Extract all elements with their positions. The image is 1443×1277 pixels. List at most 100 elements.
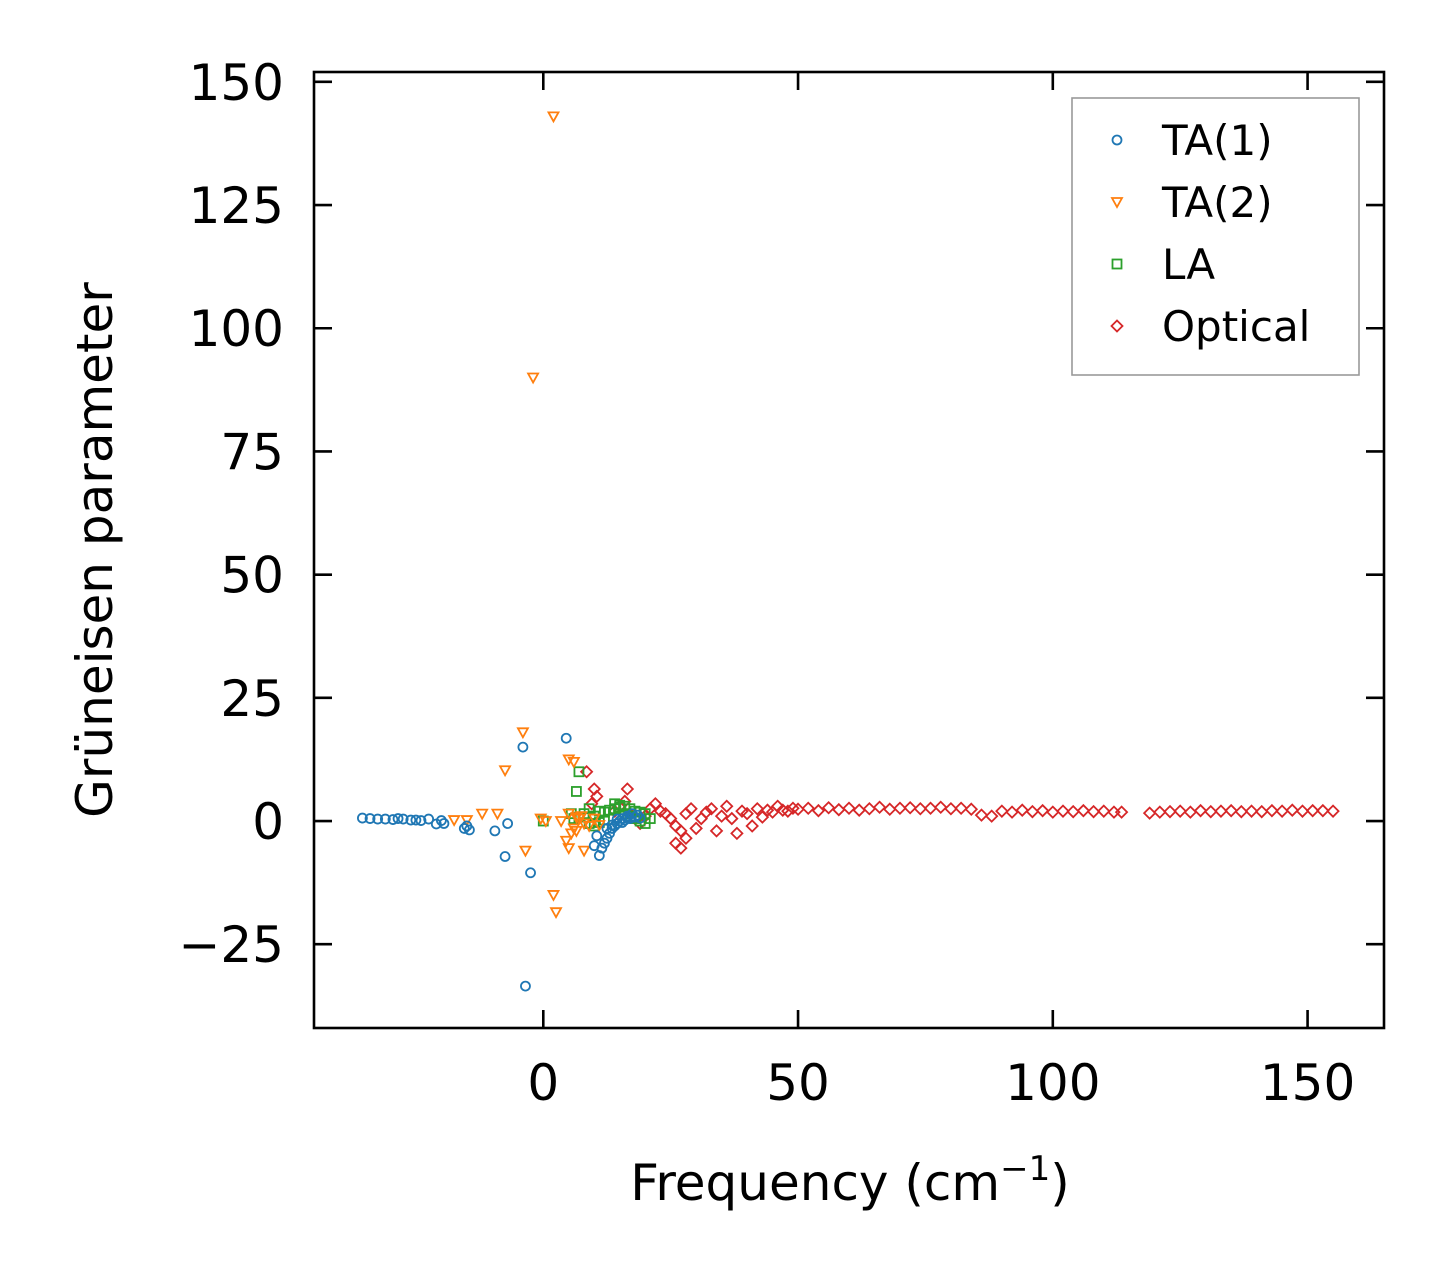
data-point	[526, 372, 540, 385]
legend-label: LA	[1162, 240, 1215, 289]
data-point	[410, 814, 422, 826]
data-point	[730, 826, 744, 841]
data-point	[801, 801, 816, 815]
data-point	[546, 111, 561, 124]
data-point	[614, 799, 626, 811]
data-point	[584, 797, 599, 811]
data-point	[862, 801, 877, 816]
data-point	[392, 813, 404, 824]
data-point	[1224, 803, 1238, 818]
data-point	[852, 803, 866, 817]
data-point	[591, 830, 603, 842]
data-point	[592, 820, 606, 832]
y-tick-labels: −25 0 25 50 75 100 125 150	[178, 54, 284, 974]
data-point	[577, 818, 591, 831]
data-series	[357, 111, 1340, 992]
data-point	[546, 890, 561, 902]
data-point	[569, 825, 583, 838]
legend-marker	[1111, 258, 1123, 270]
data-point	[740, 806, 754, 821]
legend-item: LA	[1111, 240, 1215, 289]
data-point	[525, 867, 536, 879]
data-point	[1285, 803, 1300, 817]
data-point	[1096, 804, 1111, 818]
y-axis-label: Grüneisen parameter	[66, 282, 124, 818]
y-tick-label: 25	[220, 670, 284, 728]
data-point	[567, 756, 581, 769]
x-tick-labels: 0 50 100 150	[527, 1054, 1355, 1112]
series-ta-2	[447, 111, 606, 920]
axis-ticks	[314, 72, 1384, 1028]
data-point	[621, 812, 633, 824]
data-point	[995, 804, 1009, 818]
y-tick-label: 75	[220, 423, 284, 481]
data-point	[574, 811, 589, 823]
data-point	[745, 819, 759, 833]
data-point	[684, 801, 698, 816]
data-point	[1295, 804, 1310, 818]
data-point	[577, 845, 591, 858]
data-point	[1275, 804, 1289, 818]
y-tick-label: 50	[220, 547, 284, 605]
data-point	[405, 814, 417, 826]
legend-item: TA(2)	[1110, 178, 1273, 227]
data-point	[460, 815, 474, 827]
data-point	[1025, 804, 1040, 819]
data-point	[1142, 806, 1157, 820]
y-tick-label: 100	[189, 300, 284, 358]
data-point	[423, 813, 435, 825]
data-point	[1234, 804, 1249, 819]
data-point	[923, 801, 938, 815]
data-point	[1056, 804, 1070, 818]
data-point	[490, 808, 504, 821]
data-point	[1015, 803, 1030, 817]
data-point	[464, 824, 475, 836]
data-point	[517, 741, 529, 753]
data-point	[750, 801, 765, 816]
data-point	[539, 816, 553, 828]
data-point	[357, 812, 368, 824]
data-point	[1173, 804, 1187, 818]
y-tick-label: −25	[178, 916, 284, 974]
data-point	[435, 815, 447, 826]
data-point	[1086, 804, 1101, 819]
data-point	[1244, 804, 1259, 818]
data-point	[725, 811, 739, 826]
data-point	[387, 814, 399, 825]
legend-label: Optical	[1162, 302, 1310, 351]
data-point	[954, 801, 968, 815]
data-point	[567, 823, 581, 836]
x-tick-label: 100	[1005, 1054, 1100, 1112]
data-point	[534, 813, 548, 826]
data-point	[1316, 803, 1330, 818]
x-tick-label: 150	[1260, 1054, 1355, 1112]
data-point	[559, 835, 573, 848]
legend-marker	[1110, 319, 1124, 333]
data-point	[974, 808, 989, 822]
data-point	[933, 800, 948, 815]
data-point	[620, 782, 635, 796]
data-point	[679, 831, 693, 846]
data-point	[379, 813, 391, 825]
data-point	[590, 789, 604, 804]
x-tick-label: 50	[766, 1054, 830, 1112]
data-point	[893, 801, 907, 815]
data-point	[1114, 805, 1129, 819]
data-point	[1035, 803, 1050, 818]
data-point	[699, 805, 714, 819]
data-point	[629, 811, 641, 823]
data-point	[648, 797, 663, 811]
data-point	[1046, 805, 1060, 819]
data-point	[573, 766, 585, 778]
plot-frame	[312, 70, 1386, 1030]
data-point	[714, 809, 729, 823]
data-point	[562, 843, 576, 855]
x-axis-label: Frequency (cm−1)	[630, 1149, 1070, 1212]
data-point	[832, 802, 846, 817]
data-point	[1203, 804, 1218, 819]
data-point	[1183, 805, 1198, 819]
data-point	[872, 800, 887, 815]
data-point	[489, 825, 501, 837]
data-point	[842, 801, 856, 815]
